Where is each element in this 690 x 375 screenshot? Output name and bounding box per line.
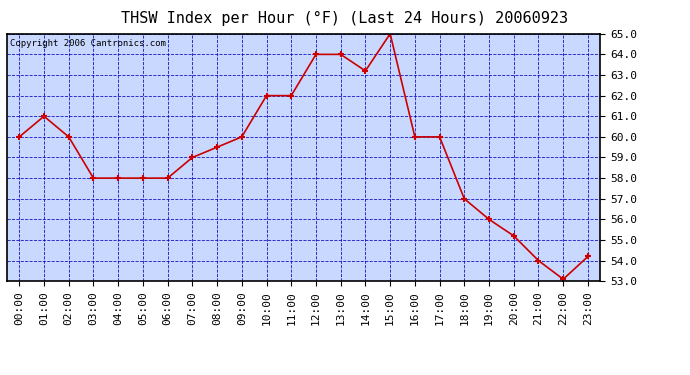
- Text: Copyright 2006 Cantronics.com: Copyright 2006 Cantronics.com: [10, 39, 166, 48]
- Text: THSW Index per Hour (°F) (Last 24 Hours) 20060923: THSW Index per Hour (°F) (Last 24 Hours)…: [121, 11, 569, 26]
